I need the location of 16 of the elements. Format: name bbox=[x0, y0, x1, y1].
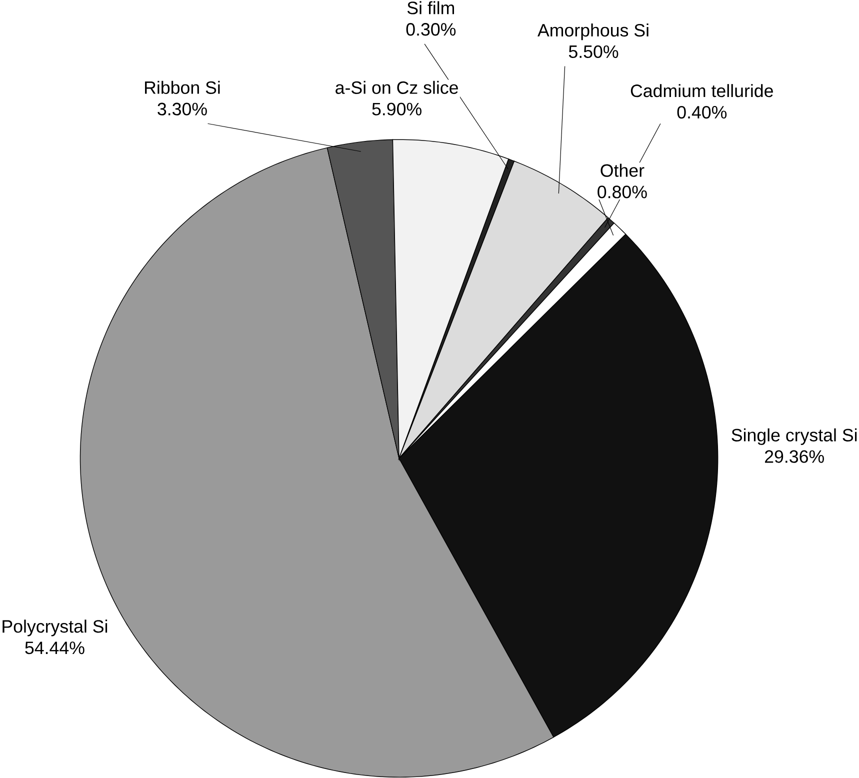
slice-label: Amorphous Si bbox=[538, 24, 648, 40]
slice-label: Other bbox=[600, 164, 644, 178]
data-label: 0.30% bbox=[406, 23, 456, 36]
data-label: 3.30% bbox=[158, 102, 207, 116]
slice-label: Cadmium telluride bbox=[630, 84, 773, 98]
slice-label: Single crystal Si bbox=[732, 428, 857, 446]
slice-label: Polycrystal Si bbox=[2, 620, 108, 637]
data-label: 5.90% bbox=[372, 102, 422, 116]
slice-label: a-Si on Cz slice bbox=[336, 81, 458, 94]
slice-label: Ribbon Si bbox=[145, 81, 220, 94]
slice-label: Si film bbox=[407, 1, 454, 15]
data-label: 54.44% bbox=[25, 642, 84, 654]
data-label: 5.50% bbox=[568, 46, 618, 58]
data-label: 0.80% bbox=[598, 186, 647, 199]
data-label: 29.36% bbox=[764, 450, 824, 464]
data-label: 0.40% bbox=[677, 106, 727, 119]
